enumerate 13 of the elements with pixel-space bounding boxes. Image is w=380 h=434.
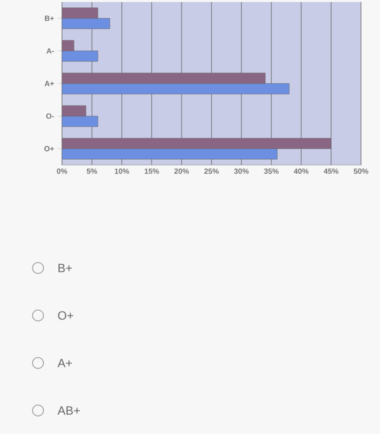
bar bbox=[62, 50, 98, 62]
bar bbox=[62, 72, 266, 84]
bar bbox=[62, 18, 110, 29]
bar bbox=[62, 8, 98, 18]
text: AB+ bbox=[58, 406, 80, 415]
bar bbox=[62, 148, 278, 160]
bar bbox=[62, 83, 290, 94]
bar bbox=[62, 138, 332, 149]
text: B+ bbox=[58, 264, 72, 272]
text: A+ bbox=[58, 358, 72, 368]
bar bbox=[62, 116, 98, 127]
text: O+ bbox=[58, 311, 74, 320]
bar bbox=[62, 105, 86, 116]
